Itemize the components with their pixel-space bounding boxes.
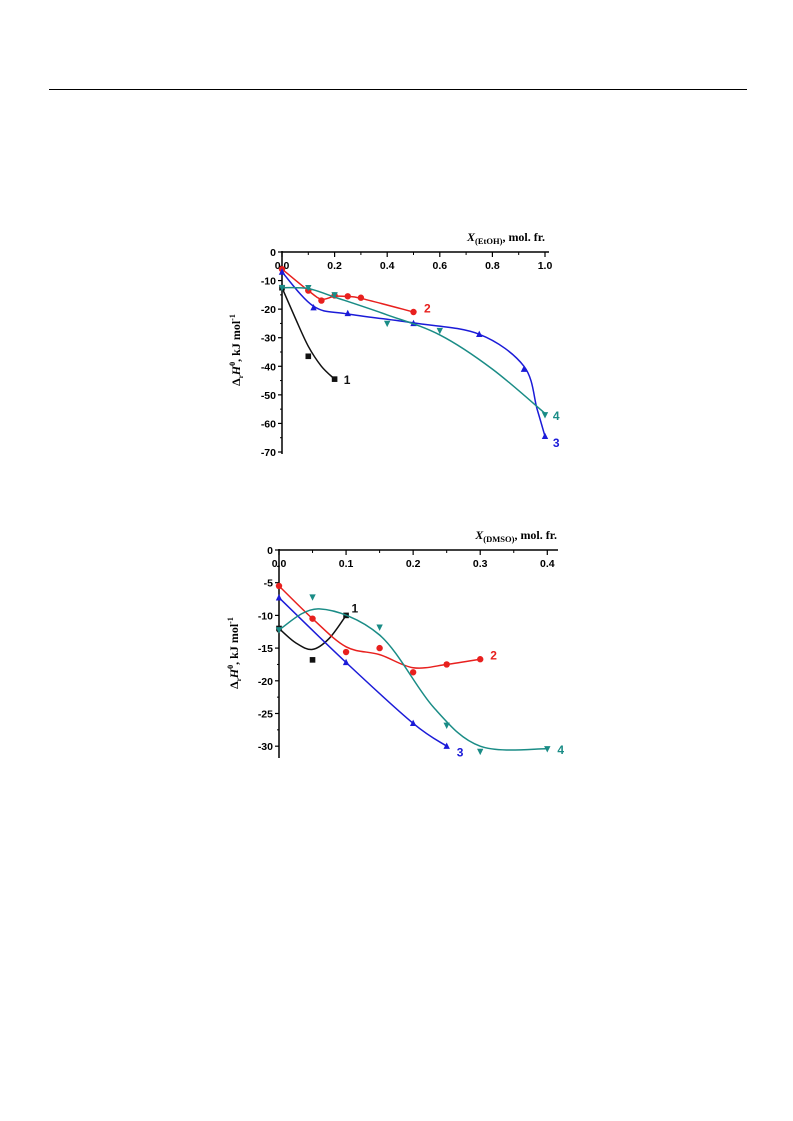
series-line (278, 614, 347, 651)
series-label: 4 (557, 743, 564, 757)
y-tick-label: -30 (261, 333, 276, 345)
series-4: 4 (278, 285, 560, 423)
series-line (281, 287, 336, 380)
series-label: 4 (553, 409, 560, 423)
data-point (520, 365, 528, 372)
chart-etoh: 0.00.20.40.60.81.00-10-20-30-40-50-60-70… (228, 230, 560, 459)
y-tick-label: -30 (258, 741, 273, 753)
data-point (278, 285, 286, 292)
data-point (309, 657, 316, 663)
data-point (331, 292, 338, 299)
data-point (309, 594, 316, 601)
series-label: 1 (351, 602, 358, 616)
x-tick-label: 0.4 (380, 260, 395, 272)
data-point (477, 748, 484, 756)
series-line (281, 271, 546, 437)
data-point (331, 376, 338, 382)
y-axis-title: ΔrH0, kJ mol-1 (228, 314, 245, 386)
x-tick-label: 0.4 (540, 558, 555, 570)
data-point (443, 722, 450, 729)
x-tick-label: 1.0 (538, 260, 553, 272)
y-tick-label: -50 (261, 390, 276, 402)
y-tick-label: 0 (267, 545, 273, 557)
data-point (443, 742, 450, 749)
x-axis-title: X(DMSO), mol. fr. (474, 528, 557, 544)
data-point (541, 432, 549, 439)
data-point (342, 658, 350, 666)
x-tick-label: 0.2 (406, 558, 421, 570)
x-tick-label: 0.0 (272, 558, 287, 570)
data-point (344, 309, 351, 317)
data-point (376, 624, 383, 631)
data-point (409, 669, 417, 676)
series-line (278, 608, 548, 751)
data-point (309, 615, 316, 622)
data-point (305, 285, 312, 292)
series-label: 3 (553, 436, 560, 450)
data-point (541, 412, 549, 419)
data-point (443, 661, 450, 668)
y-tick-label: -15 (258, 643, 273, 655)
y-tick-label: -10 (261, 276, 276, 288)
header-rule (49, 89, 747, 90)
x-tick-label: 0.2 (327, 260, 342, 272)
series-4: 4 (275, 594, 564, 757)
y-tick-label: -5 (264, 578, 273, 590)
series-label: 2 (490, 649, 497, 663)
data-point (305, 353, 312, 360)
chart-dmso: 0.0 0.1 0.2 0.3 0.4 0 -5 -10 -15 -20 -25 -30 X(DMSO)… (226, 528, 564, 759)
data-point (477, 656, 484, 663)
y-tick-label: 0 (270, 247, 276, 259)
data-point (384, 320, 391, 328)
y-tick-label: -70 (261, 447, 276, 459)
data-point (278, 268, 286, 275)
series-label: 1 (344, 373, 351, 387)
data-point (476, 330, 483, 337)
data-point (376, 644, 383, 652)
y-tick-label: -20 (261, 304, 276, 316)
data-point (275, 594, 283, 601)
y-axis-title: ΔrH0, kJ mol-1 (226, 617, 243, 689)
x-axis-title: X(EtOH), mol. fr. (466, 230, 545, 246)
x-tick-label: 0.6 (432, 260, 447, 272)
y-tick-label: -25 (258, 708, 273, 720)
series-3: 3 (275, 594, 464, 759)
y-tick-label: -60 (261, 418, 276, 430)
y-tick-label: -20 (258, 676, 273, 688)
data-point (275, 582, 283, 590)
x-tick-label: 0.8 (485, 260, 500, 272)
data-point (310, 304, 317, 311)
data-point (342, 648, 350, 656)
series-line (278, 597, 448, 747)
data-point (436, 327, 443, 335)
x-tick-label: 0.1 (339, 558, 354, 570)
data-point (544, 746, 551, 753)
x-tick-label: 0.3 (473, 558, 488, 570)
data-point (275, 627, 283, 634)
data-point (318, 297, 325, 304)
series-label: 3 (457, 745, 464, 759)
series-3: 3 (278, 268, 560, 450)
data-point (357, 294, 365, 301)
series-label: 2 (424, 302, 431, 316)
series-2: 2 (275, 582, 497, 676)
y-tick-label: -40 (261, 361, 276, 373)
data-point (410, 308, 417, 316)
data-point (409, 719, 417, 727)
data-point (344, 293, 351, 300)
y-tick-label: -10 (258, 610, 273, 622)
